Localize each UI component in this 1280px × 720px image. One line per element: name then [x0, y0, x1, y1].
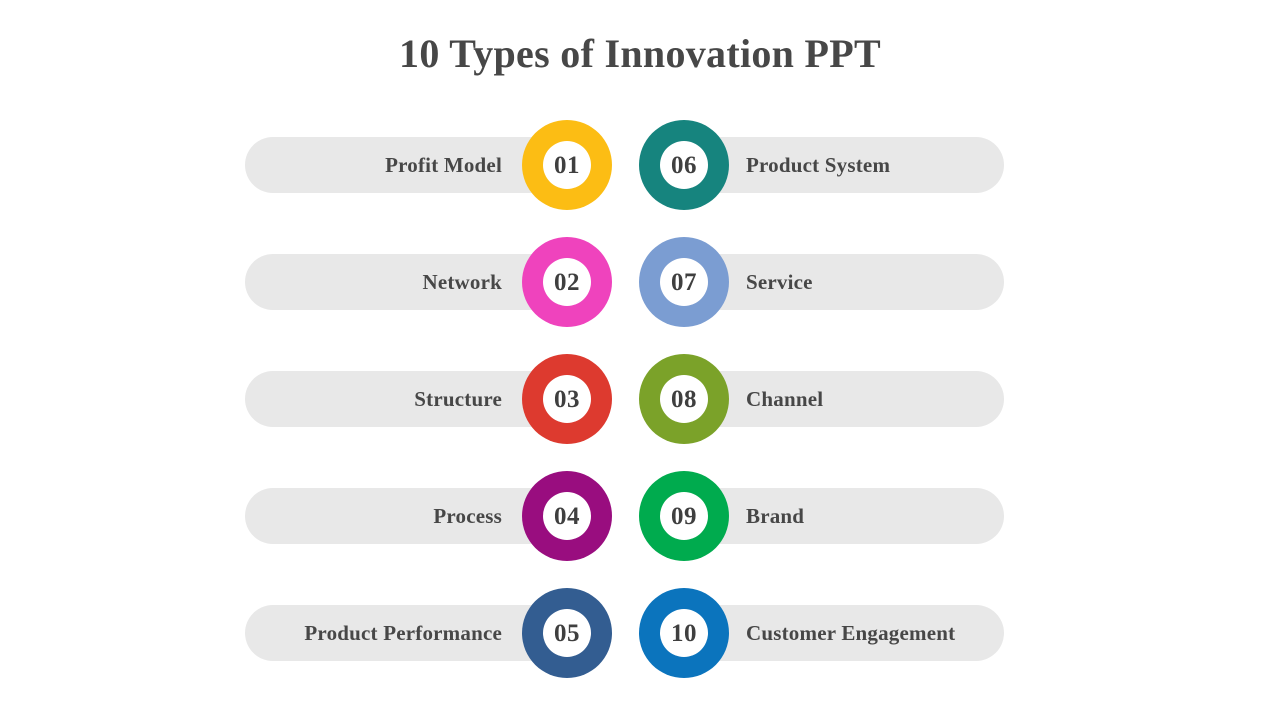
list-row: Network Service 02 07 [0, 237, 1280, 354]
badge-number: 03 [554, 385, 580, 413]
badge-number: 10 [671, 619, 697, 647]
number-badge-07[interactable]: 07 [639, 237, 729, 327]
badge-inner-circle: 10 [660, 609, 708, 657]
number-badge-09[interactable]: 09 [639, 471, 729, 561]
item-label: Structure [414, 386, 502, 411]
badge-inner-circle: 07 [660, 258, 708, 306]
badge-inner-circle: 01 [543, 141, 591, 189]
badge-inner-circle: 09 [660, 492, 708, 540]
number-badge-02[interactable]: 02 [522, 237, 612, 327]
badge-number: 05 [554, 619, 580, 647]
list-row: Structure Channel 03 08 [0, 354, 1280, 471]
number-badge-03[interactable]: 03 [522, 354, 612, 444]
item-label: Brand [746, 503, 805, 528]
badge-inner-circle: 04 [543, 492, 591, 540]
badge-inner-circle: 06 [660, 141, 708, 189]
number-badge-10[interactable]: 10 [639, 588, 729, 678]
item-label: Channel [746, 386, 824, 411]
item-label: Customer Engagement [746, 620, 956, 645]
list-row: Profit Model Product System 01 06 [0, 120, 1280, 237]
item-label: Service [746, 269, 813, 294]
number-badge-08[interactable]: 08 [639, 354, 729, 444]
badge-number: 06 [671, 151, 697, 179]
item-label: Network [422, 269, 502, 294]
badge-number: 09 [671, 502, 697, 530]
badge-number: 01 [554, 151, 580, 179]
list-row: Product Performance Customer Engagement 05… [0, 588, 1280, 705]
item-label: Profit Model [385, 152, 502, 177]
number-badge-06[interactable]: 06 [639, 120, 729, 210]
badge-inner-circle: 02 [543, 258, 591, 306]
badge-inner-circle: 03 [543, 375, 591, 423]
page-title: 10 Types of Innovation PPT [399, 31, 881, 76]
innovation-types-list: Profit Model Product System 01 06 Network Ser… [0, 120, 1280, 705]
item-label: Product Performance [304, 620, 502, 645]
badge-number: 04 [554, 502, 580, 530]
item-label: Product System [746, 152, 891, 177]
badge-inner-circle: 05 [543, 609, 591, 657]
badge-number: 07 [671, 268, 697, 296]
badge-inner-circle: 08 [660, 375, 708, 423]
badge-number: 02 [554, 268, 580, 296]
number-badge-01[interactable]: 01 [522, 120, 612, 210]
badge-number: 08 [671, 385, 697, 413]
number-badge-05[interactable]: 05 [522, 588, 612, 678]
number-badge-04[interactable]: 04 [522, 471, 612, 561]
list-row: Process Brand 04 09 [0, 471, 1280, 588]
item-label: Process [433, 503, 502, 528]
